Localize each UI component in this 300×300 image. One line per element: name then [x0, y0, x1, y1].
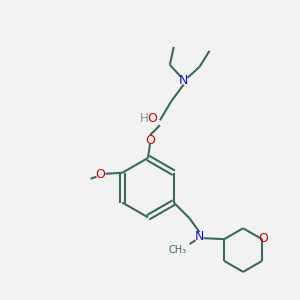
Text: N: N [179, 74, 188, 87]
Text: O: O [147, 112, 157, 125]
Text: N: N [195, 230, 204, 243]
Text: O: O [258, 232, 268, 245]
Text: H: H [140, 112, 148, 125]
Text: O: O [145, 134, 155, 147]
Text: O: O [95, 168, 105, 181]
Text: CH₃: CH₃ [169, 245, 187, 255]
